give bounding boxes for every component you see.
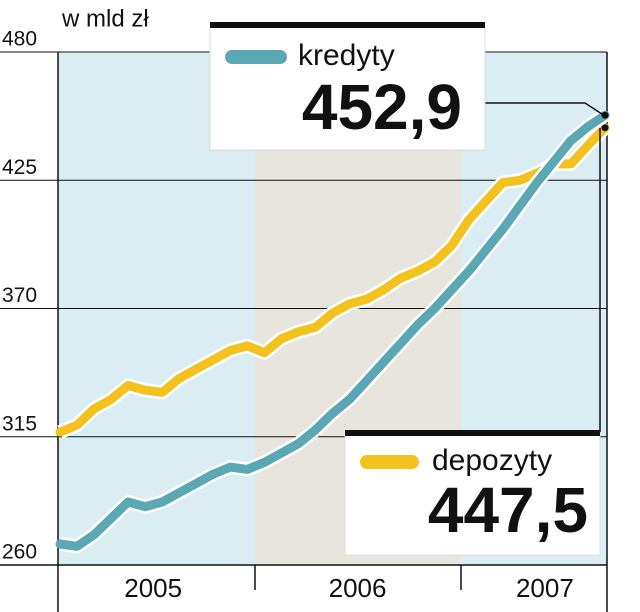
callout-bar [210, 22, 485, 28]
y-tick-label: 425 [2, 156, 37, 179]
callout-bar [345, 430, 600, 436]
lines [55, 109, 611, 554]
value-label: 447,5 [428, 474, 588, 546]
legend-label: depozyty [432, 444, 552, 477]
line-series [55, 110, 610, 551]
connector [485, 102, 606, 117]
line-series [55, 123, 610, 437]
x-tick-label: 2007 [516, 573, 574, 603]
x-tick-label: 2006 [329, 573, 387, 603]
callout-box [344, 432, 601, 556]
callout-box [209, 24, 486, 151]
y-tick-label: 480 [2, 28, 37, 51]
end-point [601, 124, 609, 132]
x-tick-label: 2005 [124, 573, 182, 603]
chart-title: w mld zł [61, 5, 149, 32]
legend-label: kredyty [298, 39, 395, 72]
value-label: 452,9 [302, 71, 462, 143]
y-tick-label: 315 [2, 412, 37, 435]
y-tick-label: 370 [2, 284, 37, 307]
y-tick-label: 260 [2, 541, 37, 564]
